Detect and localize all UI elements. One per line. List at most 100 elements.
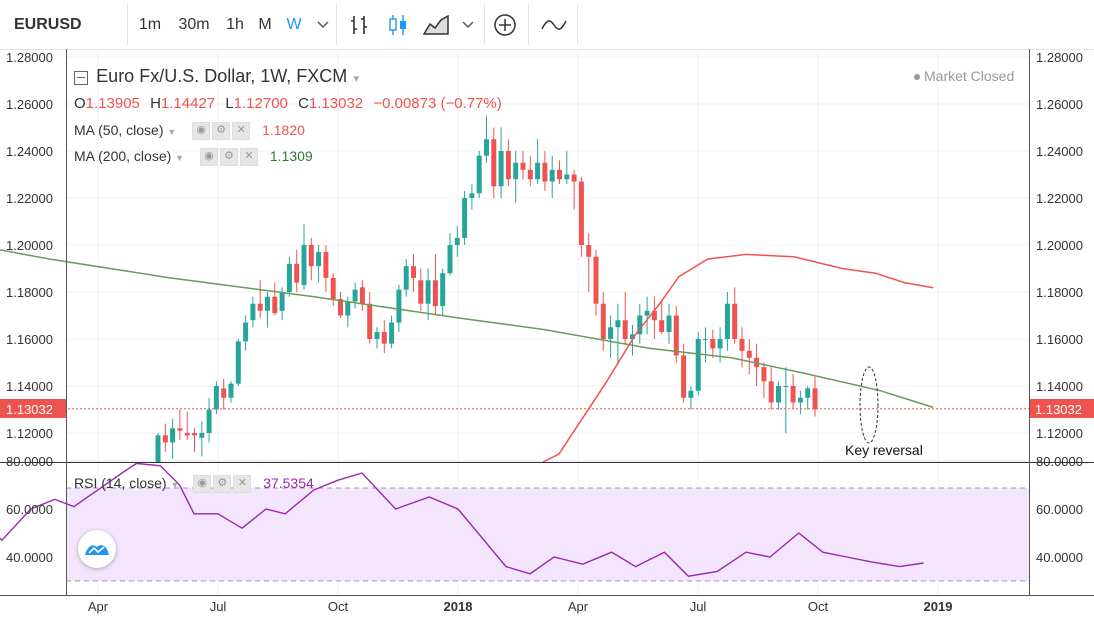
rsi-legend[interactable]: RSI (14, close) ▼ ◉ ⚙ ✕ 37.5354 (74, 475, 314, 494)
candle-style-icon[interactable] (380, 0, 416, 49)
interval-m-button[interactable]: M (258, 15, 272, 33)
candle-body (746, 350, 752, 358)
candle-body (812, 388, 818, 410)
candle (783, 367, 789, 433)
rsi-y-tick-left: 40.0000 (6, 550, 53, 565)
legend-dropdown-icon[interactable]: ▼ (351, 74, 362, 85)
ma50-dropdown-icon[interactable]: ▼ (167, 127, 177, 137)
ma200-remove-icon[interactable]: ✕ (239, 148, 258, 167)
symbol-search-button[interactable]: EURUSD (14, 15, 82, 33)
candle-body (527, 169, 533, 180)
interval-dropdown-icon[interactable] (310, 0, 336, 49)
candle (374, 327, 380, 349)
candle-body (578, 181, 584, 245)
candle-body (688, 390, 694, 398)
candle (586, 233, 592, 292)
legend-collapse-icon[interactable] (74, 71, 88, 86)
candle-body (535, 162, 541, 180)
rsi-settings-icon[interactable]: ⚙ (213, 475, 232, 494)
dropdown-icon[interactable] (456, 0, 480, 49)
ma200-legend[interactable]: MA (200, close) ▼ ◉ ⚙ ✕ 1.1309 (74, 148, 313, 167)
add-compare-icon[interactable] (488, 0, 522, 49)
ma50-legend[interactable]: MA (50, close) ▼ ◉ ⚙ ✕ 1.1820 (74, 122, 305, 141)
y-tick-left: 1.28000 (6, 50, 53, 65)
candle (659, 301, 665, 335)
candle-body (571, 174, 577, 182)
candle-body (323, 252, 329, 278)
x-tick: 2018 (444, 599, 473, 614)
rsi-remove-icon[interactable]: ✕ (233, 475, 252, 494)
candle (403, 259, 409, 297)
candle-body (600, 303, 606, 339)
toolbar-divider (336, 4, 337, 45)
candle (243, 315, 249, 351)
legend-title[interactable]: Euro Fx/U.S. Dollar, 1W, FXCM (96, 66, 348, 86)
high-label: H (150, 95, 161, 112)
candle-body (425, 280, 431, 304)
candle-body (381, 331, 387, 344)
rsi-dropdown-icon[interactable]: ▼ (170, 480, 180, 490)
candle-body (374, 331, 380, 339)
candle-body (651, 310, 657, 321)
ma50-remove-icon[interactable]: ✕ (232, 122, 251, 141)
ma200-value: 1.1309 (269, 148, 313, 164)
close-value: 1.13032 (308, 95, 364, 112)
rsi-y-tick-right: 80.0000 (1036, 454, 1083, 469)
interval-1h-button[interactable]: 1h (226, 15, 244, 33)
candle-body (308, 245, 314, 267)
candle (484, 115, 489, 163)
candle (491, 127, 497, 198)
ma50-settings-icon[interactable]: ⚙ (212, 122, 231, 141)
candle-body (557, 169, 562, 180)
candle-body (243, 322, 249, 342)
interval-w-button[interactable]: W (286, 15, 302, 33)
candle (776, 381, 781, 410)
candle (381, 320, 387, 354)
candle-body (484, 139, 489, 156)
indicators-icon[interactable] (532, 0, 576, 49)
market-status-dot-icon (914, 74, 920, 81)
ma200-label: MA (200, close) (74, 148, 172, 164)
y-tick-right: 1.14000 (1036, 379, 1083, 394)
candle (469, 183, 475, 210)
ma200-dropdown-icon[interactable]: ▼ (175, 153, 185, 163)
toolbar-divider (577, 4, 578, 45)
candle (170, 418, 176, 459)
candle (761, 362, 767, 398)
price-tag-right: 1.13032 (1035, 402, 1082, 417)
candle (389, 315, 395, 349)
area-style-icon[interactable] (418, 0, 454, 49)
ma200-visibility-icon[interactable]: ◉ (199, 148, 218, 167)
candle (564, 151, 570, 184)
rsi-y-tick-left: 60.0000 (6, 502, 53, 517)
candle-body (717, 339, 723, 349)
interval-1m-button[interactable]: 1m (138, 15, 162, 33)
y-tick-right: 1.16000 (1036, 332, 1083, 347)
candle-body (257, 303, 263, 311)
ma50-visibility-icon[interactable]: ◉ (192, 122, 211, 141)
candle-body (199, 433, 205, 438)
toolbar: EURUSD 1m 30m 1h M W (0, 0, 1094, 50)
ma200-settings-icon[interactable]: ⚙ (219, 148, 238, 167)
rsi-visibility-icon[interactable]: ◉ (193, 475, 212, 494)
candle-body (695, 339, 701, 391)
candle (739, 327, 745, 368)
candle (571, 169, 577, 210)
bar-style-icon[interactable] (340, 0, 380, 49)
candle-body (564, 174, 570, 180)
rsi-label: RSI (14, close) (74, 475, 167, 491)
candle (221, 378, 227, 410)
candle-body (666, 315, 672, 332)
market-status-text: Market Closed (924, 68, 1015, 84)
candle-body (739, 339, 745, 351)
interval-30m-button[interactable]: 30m (178, 15, 210, 33)
logo-icon[interactable] (78, 530, 116, 568)
ma50-label: MA (50, close) (74, 122, 164, 138)
candle (768, 367, 774, 410)
rsi-value: 37.5354 (263, 475, 314, 491)
candle (257, 280, 263, 318)
candle (542, 151, 548, 191)
candle (710, 329, 716, 358)
candle (600, 292, 606, 351)
